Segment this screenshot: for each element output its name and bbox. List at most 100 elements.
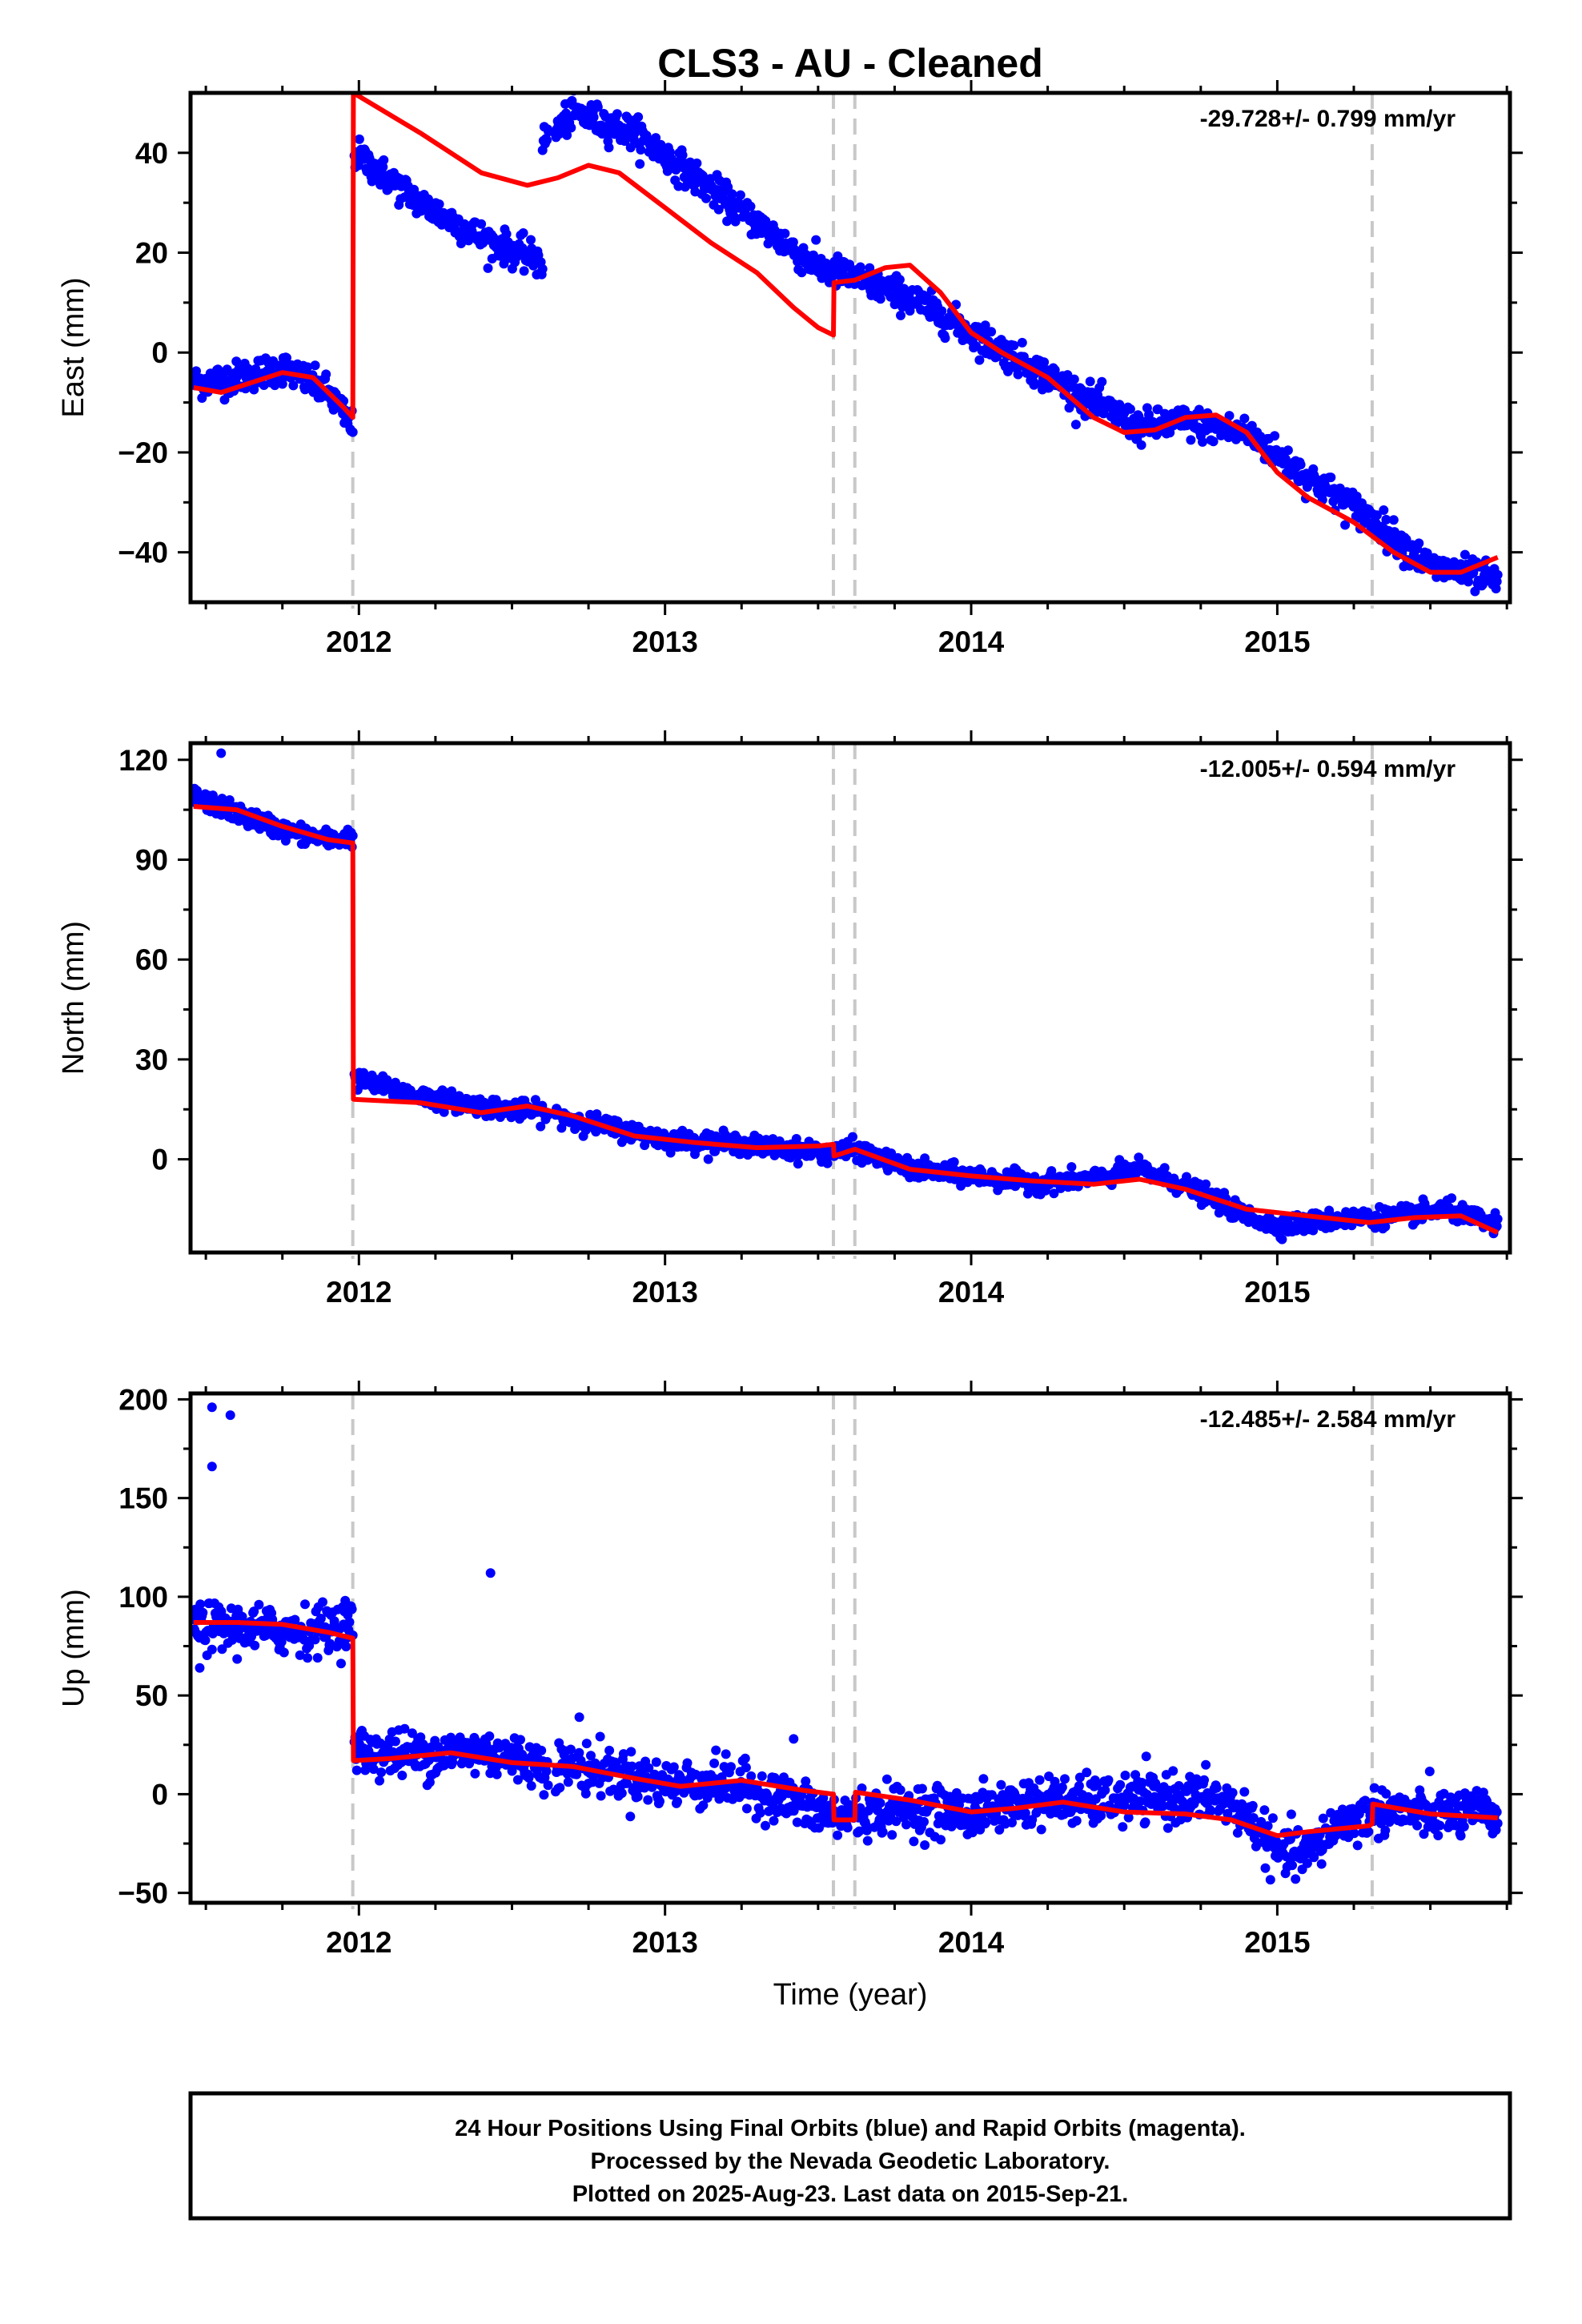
data-point — [1123, 1812, 1134, 1823]
data-point — [721, 1749, 731, 1759]
data-point — [741, 1803, 752, 1814]
data-point — [447, 1086, 457, 1096]
data-point — [1326, 472, 1336, 483]
data-point — [1096, 1811, 1106, 1821]
data-point — [541, 1766, 552, 1776]
data-point — [279, 1647, 289, 1658]
data-point — [920, 1840, 930, 1850]
data-point — [1388, 515, 1399, 525]
data-point — [713, 204, 724, 215]
data-point — [635, 159, 645, 169]
data-point — [895, 1785, 905, 1795]
data-point — [1206, 1806, 1216, 1816]
y-tick-label: −20 — [118, 436, 168, 469]
data-point — [865, 263, 875, 273]
data-point — [596, 1791, 606, 1801]
data-point — [574, 1747, 584, 1758]
data-point — [539, 1790, 549, 1800]
data-point — [625, 143, 636, 153]
data-point — [1414, 538, 1424, 549]
y-tick-label: 120 — [118, 744, 168, 777]
data-point — [669, 1762, 679, 1772]
outlier-point — [789, 1734, 799, 1744]
data-point — [1352, 1840, 1363, 1851]
outlier-point — [216, 748, 227, 758]
data-point — [526, 1781, 536, 1791]
data-point — [566, 123, 576, 133]
data-point — [769, 1815, 779, 1826]
data-point — [891, 1816, 901, 1827]
data-point — [1267, 1813, 1278, 1823]
data-point — [1492, 1807, 1502, 1817]
data-point — [1036, 1824, 1046, 1835]
data-point — [1248, 1813, 1259, 1823]
data-point — [1071, 1815, 1082, 1826]
data-point — [1211, 1783, 1222, 1793]
data-point — [636, 145, 646, 155]
data-point — [677, 150, 688, 160]
data-point — [881, 1774, 892, 1784]
data-point — [476, 219, 487, 229]
data-point — [1208, 436, 1219, 447]
x-tick-label: 2014 — [938, 1926, 1005, 1959]
data-point — [746, 1771, 757, 1781]
data-point — [735, 190, 745, 200]
data-point — [565, 1744, 576, 1755]
data-point — [1349, 1828, 1359, 1839]
rate-label: -29.728+/- 0.799 mm/yr — [1200, 106, 1456, 132]
data-point — [303, 362, 313, 372]
data-point — [1066, 1162, 1077, 1172]
data-point — [740, 1753, 750, 1763]
data-point — [1470, 586, 1480, 597]
data-point — [1265, 1875, 1275, 1885]
data-point — [811, 235, 821, 245]
data-point — [1380, 1221, 1391, 1232]
x-tick-label: 2014 — [938, 625, 1005, 658]
y-axis-label: Up (mm) — [57, 1589, 90, 1707]
x-tick-label: 2014 — [938, 1276, 1005, 1309]
data-point — [526, 235, 536, 245]
data-point — [341, 1642, 351, 1652]
data-point — [1140, 1817, 1150, 1827]
data-point — [231, 356, 242, 367]
data-point — [848, 1132, 857, 1142]
data-point — [1125, 404, 1135, 414]
data-point — [1291, 1874, 1301, 1884]
data-point — [1283, 445, 1293, 456]
data-point — [198, 1607, 208, 1618]
data-point — [1491, 584, 1501, 593]
data-point — [1082, 1767, 1092, 1778]
data-point — [909, 1836, 919, 1847]
data-point — [662, 166, 673, 176]
data-point — [397, 1771, 408, 1780]
data-point — [682, 1758, 693, 1768]
data-point — [1074, 1772, 1085, 1783]
data-point — [1137, 1778, 1147, 1787]
data-point — [195, 1599, 206, 1610]
x-tick-label: 2013 — [632, 1276, 698, 1309]
data-point — [1159, 1163, 1170, 1173]
data-point — [723, 182, 733, 192]
data-point — [1223, 1808, 1233, 1819]
outlier-point — [207, 1462, 217, 1472]
figure-title: CLS3 - AU - Cleaned — [657, 41, 1043, 86]
data-point — [722, 216, 733, 227]
data-point — [1141, 1751, 1151, 1762]
data-point — [1302, 1858, 1312, 1868]
data-point — [507, 1766, 517, 1776]
data-point — [542, 135, 552, 146]
data-point — [347, 830, 358, 841]
data-point — [336, 1659, 346, 1669]
data-point — [312, 1653, 323, 1663]
data-point — [1135, 1796, 1146, 1807]
data-point — [1174, 1781, 1184, 1791]
footer-line-2: Processed by the Nevada Geodetic Laborat… — [591, 2149, 1110, 2174]
data-point — [1286, 1809, 1296, 1819]
data-point — [1091, 1780, 1102, 1791]
model-curve — [193, 1620, 1498, 1839]
outlier-point — [225, 1410, 235, 1421]
data-point — [1263, 1821, 1273, 1831]
y-tick-label: 90 — [135, 843, 168, 876]
x-tick-label: 2012 — [326, 1926, 391, 1959]
